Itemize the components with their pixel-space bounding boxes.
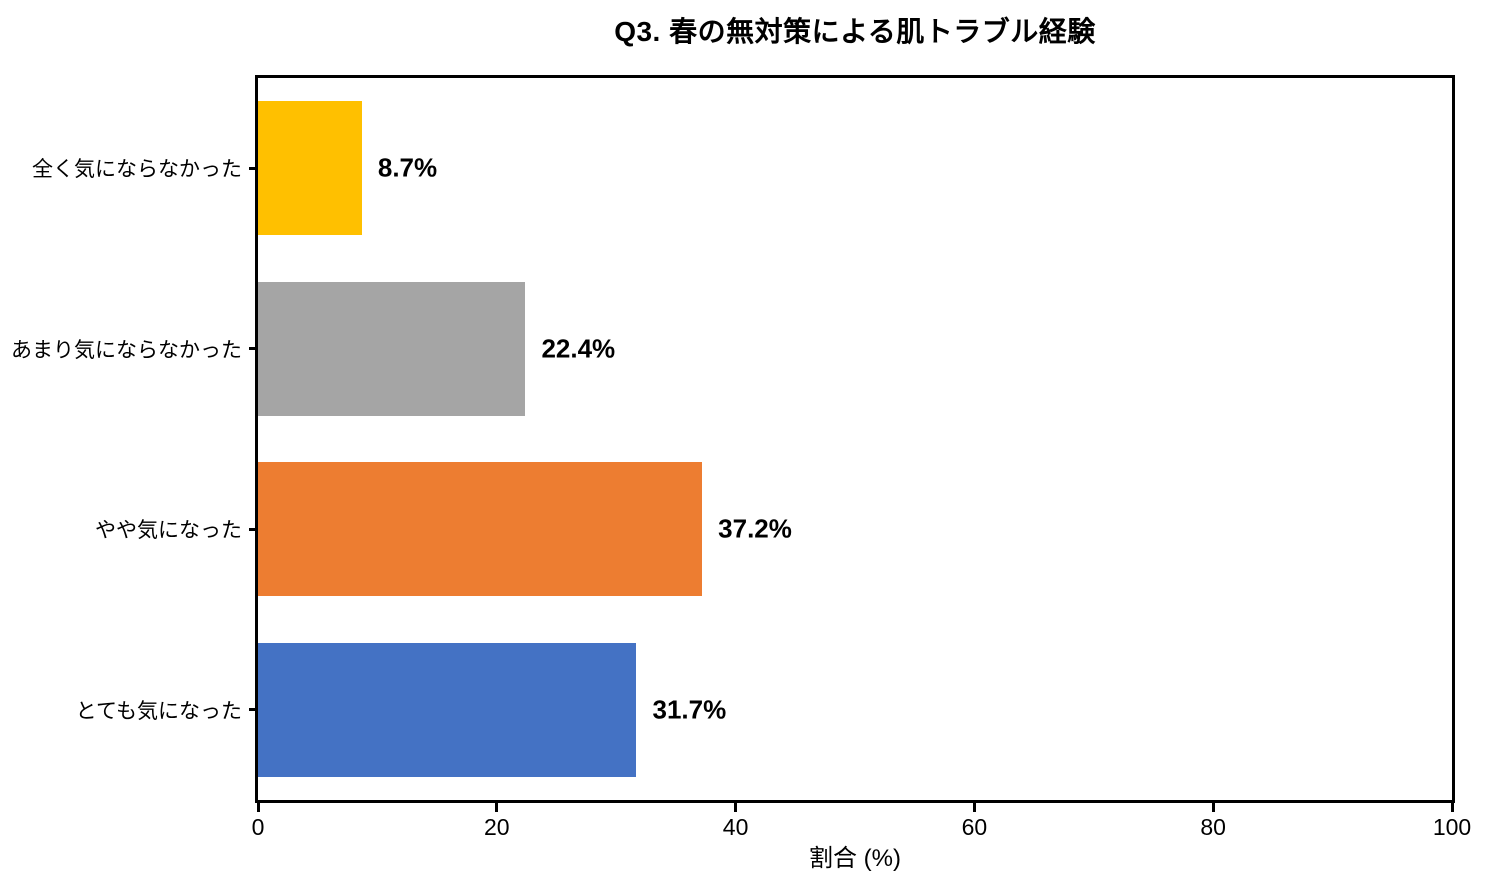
y-tick-label: とても気になった xyxy=(75,699,242,723)
chart-title: Q3. 春の無対策による肌トラブル経験 xyxy=(614,16,1096,47)
y-tick-mark xyxy=(249,527,258,531)
y-tick-label: あまり気にならなかった xyxy=(11,338,242,362)
x-tick-label: 40 xyxy=(722,814,749,840)
y-tick-label: やや気になった xyxy=(95,519,242,543)
x-axis-label: 割合 (%) xyxy=(809,845,901,872)
x-tick-mark xyxy=(734,803,738,812)
x-tick-label: 0 xyxy=(251,814,265,840)
x-tick-label: 100 xyxy=(1432,814,1472,840)
x-tick-mark xyxy=(495,803,499,812)
bar xyxy=(258,281,526,416)
plot-area: 8.7% 22.4% 37.2% 31.7% xyxy=(255,75,1455,803)
bar xyxy=(258,642,637,777)
bar-value-label: 31.7% xyxy=(652,694,727,725)
x-tick-label: 20 xyxy=(484,814,510,840)
y-tick-mark xyxy=(249,347,258,351)
x-tick-label: 80 xyxy=(1200,814,1226,840)
y-tick-label: 全く気にならなかった xyxy=(32,158,242,182)
bar-value-label: 8.7% xyxy=(377,152,438,183)
y-tick-mark xyxy=(249,708,258,712)
x-tick-mark xyxy=(1211,803,1215,812)
y-tick-mark xyxy=(249,166,258,170)
bar xyxy=(258,462,703,597)
x-tick-mark xyxy=(1450,803,1454,812)
bar xyxy=(258,101,362,236)
x-tick-label: 60 xyxy=(961,814,988,840)
bar-value-label: 22.4% xyxy=(541,333,616,364)
bar-value-label: 37.2% xyxy=(718,513,792,544)
x-tick-mark xyxy=(256,803,260,812)
x-tick-mark xyxy=(972,803,976,812)
